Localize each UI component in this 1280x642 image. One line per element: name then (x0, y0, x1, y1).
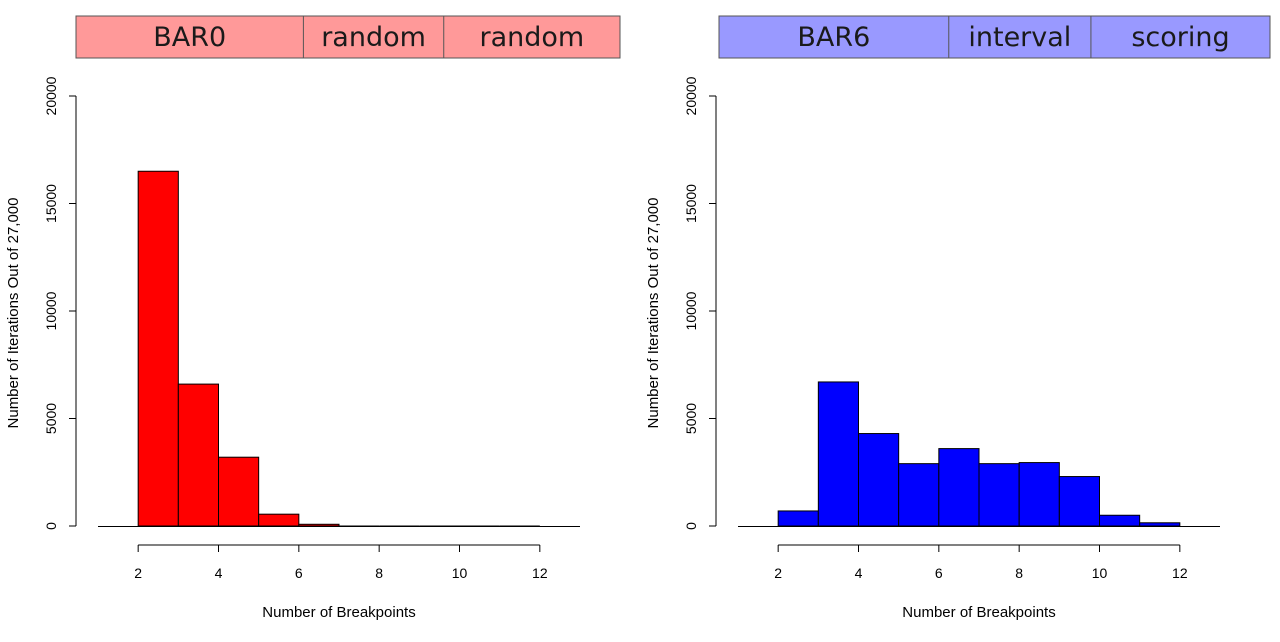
x-tick-label: 2 (774, 565, 782, 581)
histogram-bar (1099, 514, 1141, 527)
y-tick-label: 5000 (43, 403, 59, 434)
header-label: BAR6 (797, 22, 870, 53)
bars (137, 170, 540, 527)
header-background (718, 15, 1271, 59)
x-axis: 2 4 6 8 10 12 (134, 544, 548, 581)
x-tick-label: 8 (375, 565, 383, 581)
y-tick-label: 0 (43, 522, 59, 530)
histogram-bar (218, 456, 260, 527)
x-axis-label: Number of Breakpoints (262, 604, 415, 621)
header-label: BAR0 (153, 22, 226, 53)
x-tick-label: 6 (295, 565, 303, 581)
histogram-bar (258, 513, 300, 527)
histogram-bar (177, 383, 219, 527)
histogram-bar (777, 510, 819, 527)
y-axis: 0 5000 10000 15000 20000 (43, 76, 77, 530)
header-label: random (480, 22, 585, 53)
x-tick-label: 10 (1092, 565, 1108, 581)
x-axis-label: Number of Breakpoints (902, 604, 1055, 621)
histogram-bar (858, 433, 900, 527)
x-tick-label: 6 (935, 565, 943, 581)
header-strip: BAR0 random random (75, 15, 621, 59)
x-tick-label: 4 (855, 565, 863, 581)
y-tick-label: 15000 (683, 184, 699, 223)
y-tick-label: 20000 (683, 76, 699, 115)
bars (777, 381, 1181, 527)
panel-bar0: BAR0 random random 0 5000 10000 15000 20000 2 4 6 8… (5, 15, 621, 621)
header-label: random (321, 22, 426, 53)
x-tick-label: 2 (134, 565, 142, 581)
histogram-bar (1139, 522, 1181, 527)
histogram-bar (137, 170, 179, 527)
header-strip: BAR6 interval scoring (718, 15, 1271, 59)
histogram-bar (1058, 476, 1101, 527)
y-tick-label: 10000 (43, 291, 59, 330)
histogram-bar (817, 381, 859, 527)
x-tick-label: 12 (532, 565, 548, 581)
y-tick-label: 10000 (683, 291, 699, 330)
y-tick-label: 5000 (683, 403, 699, 434)
panel-bar6: BAR6 interval scoring 0 5000 10000 15000 20000 2… (645, 15, 1271, 621)
histogram-bar (898, 463, 940, 527)
y-axis-label: Number of Iterations Out of 27,000 (5, 198, 22, 429)
y-tick-label: 15000 (43, 184, 59, 223)
y-tick-label: 20000 (43, 76, 59, 115)
x-tick-label: 12 (1172, 565, 1188, 581)
header-label: interval (968, 22, 1071, 53)
y-tick-label: 0 (683, 522, 699, 530)
histogram-bar (1018, 462, 1060, 527)
y-axis-label: Number of Iterations Out of 27,000 (645, 198, 662, 429)
histogram-bar (978, 463, 1020, 527)
y-axis: 0 5000 10000 15000 20000 (683, 76, 717, 530)
x-tick-label: 8 (1015, 565, 1023, 581)
x-tick-label: 4 (215, 565, 223, 581)
histogram-bar (938, 448, 980, 527)
histogram-bar (298, 523, 340, 527)
x-axis: 2 4 6 8 10 12 (774, 544, 1188, 581)
header-label: scoring (1131, 22, 1229, 53)
header-background (75, 15, 621, 59)
x-tick-label: 10 (452, 565, 468, 581)
